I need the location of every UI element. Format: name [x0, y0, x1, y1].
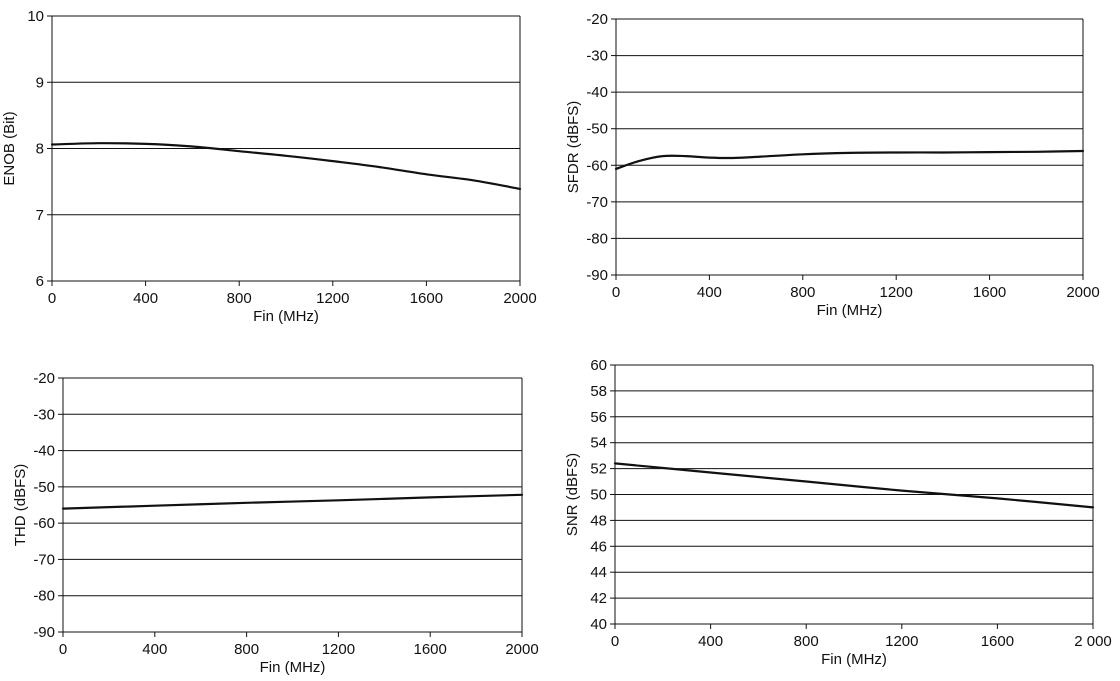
sfdr-y-tick-label: -90 — [586, 267, 608, 284]
sfdr-y-tick-label: -30 — [586, 48, 608, 65]
snr-y-tick-label: 60 — [590, 357, 607, 374]
sfdr-x-tick-label: 400 — [697, 284, 722, 301]
snr-chart-panel: 40 42 44 46 48 50 52 54 56 58 60 0 400 800 1200 1600 2 0… — [564, 357, 1112, 668]
sfdr-y-tick-label: -60 — [586, 157, 608, 174]
enob-x-tick-label: 400 — [133, 290, 158, 307]
sfdr-y-tick-label: -80 — [586, 230, 608, 247]
thd-series-line — [61, 493, 524, 510]
enob-y-tick-label: 8 — [36, 141, 44, 158]
enob-series-line — [50, 142, 522, 190]
snr-x-tick-label: 2 000 — [1074, 633, 1112, 650]
thd-x-tick-label: 2000 — [505, 641, 538, 658]
enob-x-axis-title: Fin (MHz) — [253, 308, 319, 325]
thd-y-tick-label: -20 — [33, 370, 55, 387]
enob-x-tick-label: 800 — [227, 290, 252, 307]
thd-x-tick-label: 0 — [59, 641, 67, 658]
snr-y-tick-label: 40 — [590, 616, 607, 633]
enob-x-tick-label: 1600 — [410, 290, 443, 307]
thd-y-tick-label: -80 — [33, 588, 55, 605]
thd-x-tick-label: 1600 — [414, 641, 447, 658]
enob-y-tick-label: 10 — [27, 8, 44, 25]
sfdr-series-line — [614, 149, 1085, 170]
snr-y-tick-label: 48 — [590, 512, 607, 529]
snr-x-axis-title: Fin (MHz) — [821, 651, 887, 668]
thd-y-tick-label: -40 — [33, 443, 55, 460]
thd-x-tick-label: 1200 — [322, 641, 355, 658]
thd-y-tick-label: -50 — [33, 479, 55, 496]
snr-y-axis-title: SNR (dBFS) — [564, 453, 581, 536]
enob-x-tick-label: 1200 — [316, 290, 349, 307]
thd-y-tick-label: -90 — [33, 624, 55, 641]
enob-y-tick-label: 6 — [36, 273, 44, 290]
thd-x-tick-label: 800 — [234, 641, 259, 658]
enob-chart-panel: 6 7 8 9 10 0 400 800 1200 1600 2000 Fin (MHz) ENOB (… — [1, 8, 537, 325]
enob-y-tick-label: 7 — [36, 207, 44, 224]
enob-x-tick-label: 0 — [48, 290, 56, 307]
snr-x-tick-label: 400 — [698, 633, 723, 650]
sfdr-y-axis-title: SFDR (dBFS) — [565, 101, 582, 194]
snr-y-tick-label: 58 — [590, 383, 607, 400]
snr-x-tick-label: 1200 — [885, 633, 918, 650]
sfdr-x-axis-title: Fin (MHz) — [817, 302, 883, 319]
thd-x-axis-title: Fin (MHz) — [260, 659, 326, 676]
snr-y-tick-label: 52 — [590, 461, 607, 478]
sfdr-x-tick-label: 1600 — [973, 284, 1006, 301]
sfdr-y-tick-label: -20 — [586, 11, 608, 28]
snr-y-tick-label: 54 — [590, 435, 607, 452]
sfdr-y-tick-label: -50 — [586, 121, 608, 138]
enob-y-axis-title: ENOB (Bit) — [1, 111, 18, 185]
thd-y-tick-label: -70 — [33, 551, 55, 568]
thd-y-tick-label: -60 — [33, 515, 55, 532]
snr-y-tick-label: 50 — [590, 487, 607, 504]
thd-x-tick-label: 400 — [142, 641, 167, 658]
enob-x-tick-label: 2000 — [503, 290, 536, 307]
sfdr-x-tick-label: 800 — [790, 284, 815, 301]
enob-y-tick-label: 9 — [36, 74, 44, 91]
sfdr-x-tick-label: 2000 — [1066, 284, 1099, 301]
snr-y-tick-label: 44 — [590, 564, 607, 581]
snr-y-tick-label: 56 — [590, 409, 607, 426]
snr-y-tick-label: 42 — [590, 590, 607, 607]
sfdr-x-tick-label: 1200 — [880, 284, 913, 301]
snr-x-tick-label: 0 — [611, 633, 619, 650]
thd-chart-panel: -90 -80 -70 -60 -50 -40 -30 -20 0 400 800 1200 1600 2… — [12, 370, 539, 676]
sfdr-chart-panel: -90 -80 -70 -60 -50 -40 -30 -20 0 400 800 1200 1600 2… — [565, 11, 1100, 319]
sfdr-x-tick-label: 0 — [612, 284, 620, 301]
snr-x-tick-label: 800 — [794, 633, 819, 650]
snr-series-line — [613, 462, 1095, 509]
thd-y-tick-label: -30 — [33, 406, 55, 423]
snr-x-tick-label: 1600 — [981, 633, 1014, 650]
sfdr-y-tick-label: -70 — [586, 194, 608, 211]
sfdr-y-tick-label: -40 — [586, 84, 608, 101]
snr-y-tick-label: 46 — [590, 538, 607, 555]
thd-y-axis-title: THD (dBFS) — [12, 464, 29, 547]
